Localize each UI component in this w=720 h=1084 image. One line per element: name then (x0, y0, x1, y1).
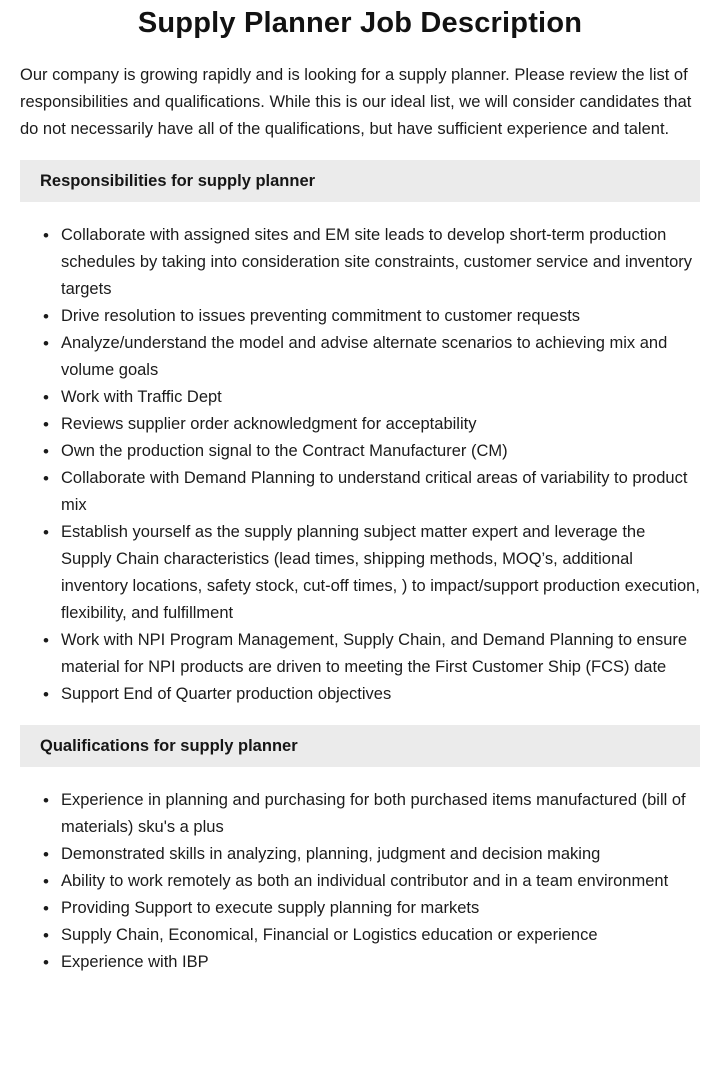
bullet-item: Work with NPI Program Management, Supply… (20, 627, 700, 681)
bullet-item: Collaborate with assigned sites and EM s… (20, 222, 700, 303)
bullet-item: Work with Traffic Dept (20, 384, 700, 411)
responsibilities-list: Collaborate with assigned sites and EM s… (20, 202, 700, 708)
bullet-item: Supply Chain, Economical, Financial or L… (20, 922, 700, 949)
bullet-item: Experience in planning and purchasing fo… (20, 787, 700, 841)
bullet-item: Support End of Quarter production object… (20, 681, 700, 708)
bullet-item: Demonstrated skills in analyzing, planni… (20, 841, 700, 868)
page-title: Supply Planner Job Description (137, 7, 583, 39)
bullet-item: Providing Support to execute supply plan… (20, 895, 700, 922)
qualifications-list: Experience in planning and purchasing fo… (20, 767, 700, 976)
bullet-item: Analyze/understand the model and advise … (20, 330, 700, 384)
bullet-item: Experience with IBP (20, 949, 700, 976)
job-description-page: Supply Planner Job Description Our compa… (0, 0, 720, 976)
qualifications-section-heading: Qualifications for supply planner (20, 725, 700, 767)
bullet-item: Reviews supplier order acknowledgment fo… (20, 411, 700, 438)
section-responsibilities: Responsibilities for supply planner Coll… (20, 160, 700, 708)
bullet-item: Ability to work remotely as both an indi… (20, 868, 700, 895)
bullet-item: Collaborate with Demand Planning to unde… (20, 465, 700, 519)
intro-paragraph: Our company is growing rapidly and is lo… (20, 66, 692, 138)
responsibilities-section-heading: Responsibilities for supply planner (20, 160, 700, 202)
bullet-item: Own the production signal to the Contrac… (20, 438, 700, 465)
bullet-item: Drive resolution to issues preventing co… (20, 303, 700, 330)
bullet-item: Establish yourself as the supply plannin… (20, 519, 700, 627)
section-qualifications: Qualifications for supply planner Experi… (20, 725, 700, 976)
